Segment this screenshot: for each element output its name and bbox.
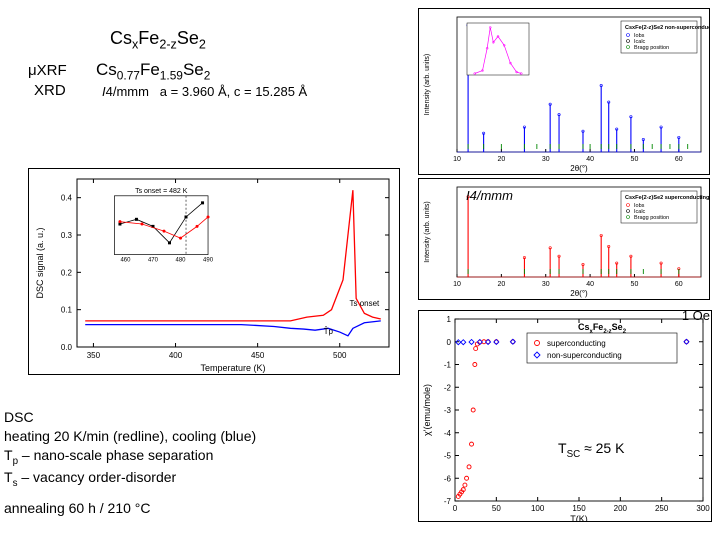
xrd-top-chart: 10 20 30 40 50 60 2θ(°) Intensity (arb. units) C… bbox=[418, 8, 710, 175]
svg-text:χ'(emu/mole): χ'(emu/mole) bbox=[422, 384, 432, 436]
svg-text:CsxFe{2-z}Se2 non-superconduct: CsxFe{2-z}Se2 non-superconducting bbox=[625, 25, 709, 31]
xrf-formula: Cs0.77Fe1.59Se2 bbox=[96, 60, 210, 82]
svg-text:480: 480 bbox=[176, 258, 187, 264]
svg-text:470: 470 bbox=[148, 258, 159, 264]
svg-text:250: 250 bbox=[655, 504, 669, 513]
svg-text:40: 40 bbox=[586, 156, 594, 163]
svg-text:DSC signal (a. u.): DSC signal (a. u.) bbox=[35, 227, 45, 298]
svg-text:300: 300 bbox=[696, 504, 710, 513]
svg-text:T̂p: T̂p bbox=[324, 327, 334, 336]
svg-text:50: 50 bbox=[492, 504, 501, 513]
svg-text:50: 50 bbox=[631, 281, 639, 288]
svg-text:non-superconducting: non-superconducting bbox=[547, 351, 622, 360]
svg-text:Ts onset = 482 K: Ts onset = 482 K bbox=[135, 188, 188, 195]
mag-chart: 0 50 100 150 200 250 300 -7 -6 -5 -4 -3 -2 -1 0 1 T(K) χ'… bbox=[418, 310, 712, 522]
svg-text:500: 500 bbox=[333, 351, 347, 360]
svg-text:0: 0 bbox=[447, 338, 452, 347]
svg-text:30: 30 bbox=[542, 281, 550, 288]
xrd-lattice: I4/mmm a = 3.960 Å, c = 15.285 Å bbox=[102, 84, 307, 99]
svg-text:-5: -5 bbox=[444, 452, 452, 461]
svg-text:0.2: 0.2 bbox=[61, 268, 73, 277]
svg-text:0.0: 0.0 bbox=[61, 343, 73, 352]
svg-text:Ts onset: Ts onset bbox=[349, 299, 380, 308]
svg-text:Intensity (arb. units): Intensity (arb. units) bbox=[424, 54, 431, 115]
svg-text:100: 100 bbox=[531, 504, 545, 513]
tsc-label: TSC ≈ 25 K bbox=[558, 440, 624, 460]
svg-text:60: 60 bbox=[675, 281, 683, 288]
svg-text:Bragg position: Bragg position bbox=[634, 215, 669, 221]
svg-text:30: 30 bbox=[542, 156, 550, 163]
xrd-label: XRD bbox=[34, 82, 66, 99]
svg-text:CsxFe{2-z}Se2 superconducting: CsxFe{2-z}Se2 superconducting bbox=[625, 195, 709, 201]
oe-label: 1 Oe bbox=[682, 308, 710, 323]
svg-text:10: 10 bbox=[453, 281, 461, 288]
svg-text:T(K): T(K) bbox=[570, 514, 588, 521]
svg-text:200: 200 bbox=[614, 504, 628, 513]
svg-text:0.1: 0.1 bbox=[61, 306, 73, 315]
dsc-caption: DSCheating 20 K/min (redline), cooling (… bbox=[4, 408, 256, 490]
i4-label: I4/mmm bbox=[466, 188, 513, 203]
svg-text:Temperature (K): Temperature (K) bbox=[200, 363, 265, 373]
xrd-bottom-chart: 10 20 30 40 50 60 2θ(°) Intensity (arb. units) C… bbox=[418, 178, 710, 300]
svg-text:20: 20 bbox=[497, 281, 505, 288]
svg-text:Intensity (arb. units): Intensity (arb. units) bbox=[424, 201, 431, 262]
svg-text:150: 150 bbox=[572, 504, 586, 513]
page-title: CsxFe2-zSe2 bbox=[110, 28, 206, 52]
svg-text:-7: -7 bbox=[444, 497, 452, 506]
svg-text:450: 450 bbox=[251, 351, 265, 360]
svg-text:490: 490 bbox=[203, 258, 214, 264]
svg-text:60: 60 bbox=[675, 156, 683, 163]
svg-text:-6: -6 bbox=[444, 474, 452, 483]
svg-text:-3: -3 bbox=[444, 406, 452, 415]
svg-text:2θ(°): 2θ(°) bbox=[570, 289, 588, 298]
xrf-label: μXRF bbox=[28, 62, 67, 79]
svg-text:1: 1 bbox=[447, 315, 452, 324]
svg-text:0.4: 0.4 bbox=[61, 194, 73, 203]
svg-text:0: 0 bbox=[453, 504, 458, 513]
svg-text:400: 400 bbox=[169, 351, 183, 360]
dsc-chart: 350 400 450 500 0.0 0.1 0.2 0.3 0.4 Temperature (… bbox=[28, 168, 400, 375]
svg-text:20: 20 bbox=[497, 156, 505, 163]
svg-text:460: 460 bbox=[120, 258, 131, 264]
svg-text:-2: -2 bbox=[444, 383, 452, 392]
svg-text:10: 10 bbox=[453, 156, 461, 163]
svg-text:0.3: 0.3 bbox=[61, 231, 73, 240]
svg-text:Bragg position: Bragg position bbox=[634, 45, 669, 51]
svg-text:2θ(°): 2θ(°) bbox=[570, 164, 588, 173]
svg-text:40: 40 bbox=[586, 281, 594, 288]
svg-text:-1: -1 bbox=[444, 361, 452, 370]
svg-text:-4: -4 bbox=[444, 429, 452, 438]
anneal-text: annealing 60 h / 210 °C bbox=[4, 500, 151, 516]
svg-text:350: 350 bbox=[87, 351, 101, 360]
svg-text:50: 50 bbox=[631, 156, 639, 163]
svg-text:superconducting: superconducting bbox=[547, 339, 606, 348]
